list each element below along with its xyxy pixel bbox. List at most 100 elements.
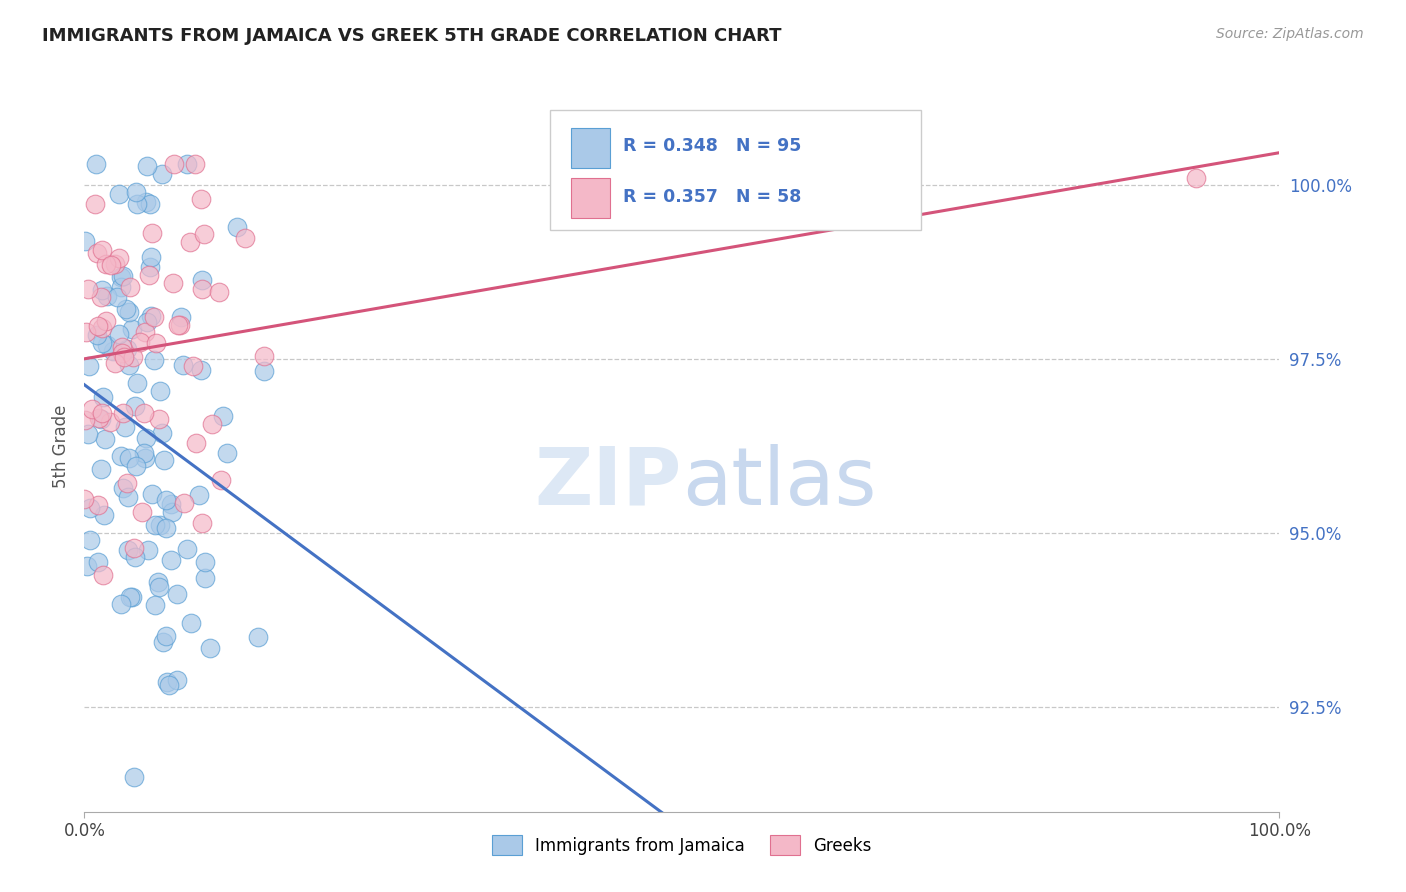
Point [148,411,170,425]
Point [253,349,276,363]
Point [91,568,114,582]
Point [73,235,96,249]
Point [134,451,156,466]
Point [152,453,174,467]
Point [125,376,148,390]
Point [134,326,156,340]
Point [166,318,188,332]
Point [148,580,170,594]
Point [110,449,132,463]
Point [180,615,202,630]
Point [80,402,103,417]
Point [173,496,195,510]
Point [136,542,159,557]
Point [143,518,166,533]
Point [79,501,101,516]
Point [135,315,157,329]
Point [91,336,114,351]
Point [94,313,117,327]
Point [93,390,115,404]
Point [187,487,209,501]
Point [190,192,212,206]
Point [155,629,177,643]
Point [141,226,163,240]
Point [156,675,179,690]
Point [122,541,145,555]
Point [124,549,146,564]
Point [184,157,207,171]
Point [90,321,112,335]
Point [91,283,114,297]
Y-axis label: 5th Grade: 5th Grade [52,404,70,488]
Point [152,634,174,648]
Point [118,280,141,294]
Text: atlas: atlas [682,443,876,522]
Point [90,462,112,476]
Point [143,599,166,613]
Point [108,251,131,265]
Point [98,415,121,429]
Point [93,508,115,522]
Point [117,342,139,356]
Point [129,335,152,350]
Point [141,310,163,324]
Point [194,556,217,570]
Point [141,487,163,501]
Point [90,290,112,304]
Point [73,413,96,427]
Point [121,322,143,336]
Text: ZIP: ZIP [534,443,682,522]
Point [87,499,110,513]
Point [115,475,138,490]
Point [169,318,191,332]
Point [111,340,134,354]
FancyBboxPatch shape [551,110,921,230]
Point [1185,170,1208,185]
Point [141,251,163,265]
Point [233,231,256,245]
Point [148,574,170,589]
Point [118,358,141,372]
Point [76,558,98,573]
Point [181,359,204,373]
Point [104,257,127,271]
Point [90,412,112,426]
Point [96,337,118,351]
Point [191,516,214,530]
Point [77,282,100,296]
Point [211,409,233,423]
Point [172,358,194,372]
Point [94,432,117,446]
Point [90,406,112,420]
Point [90,243,112,257]
Point [124,399,146,413]
Point [166,587,188,601]
Point [162,276,184,290]
Bar [571,128,610,168]
Point [77,359,100,373]
Point [166,673,188,687]
Point [112,351,135,365]
Point [84,196,107,211]
Legend: Immigrants from Jamaica, Greeks: Immigrants from Jamaica, Greeks [485,829,879,862]
Point [138,268,160,282]
Point [135,195,157,210]
Point [170,310,193,325]
Point [87,555,110,569]
Point [84,157,107,171]
Point [149,384,172,399]
Point [145,336,167,351]
Point [135,432,157,446]
Point [112,268,135,283]
Point [121,590,143,604]
Point [190,363,212,377]
Point [100,258,122,272]
Point [96,289,118,303]
Text: R = 0.348   N = 95: R = 0.348 N = 95 [623,137,801,155]
Point [110,280,132,294]
Point [110,597,132,611]
Text: Source: ZipAtlas.com: Source: ZipAtlas.com [1216,27,1364,41]
Point [155,493,177,508]
Point [142,352,165,367]
Point [186,436,208,450]
